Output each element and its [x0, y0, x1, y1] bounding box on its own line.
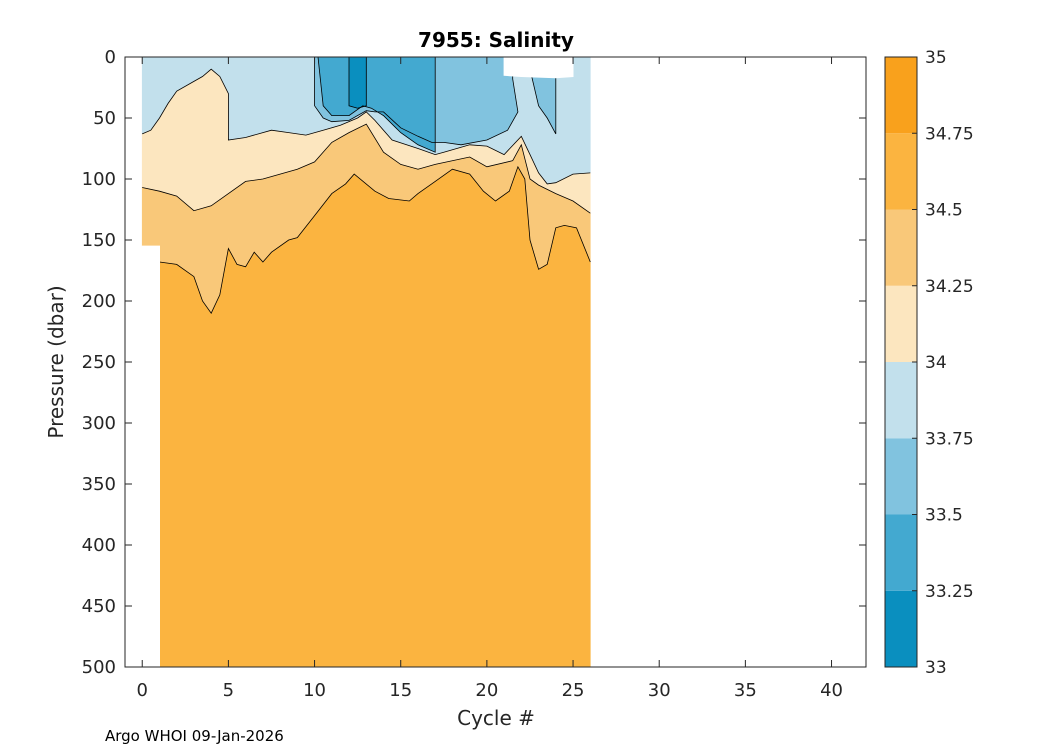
plot-frame	[124, 56, 867, 668]
band-33-33-25-band	[348, 56, 367, 109]
contour-34_5-2	[159, 165, 591, 314]
contour-33_75-3	[314, 57, 519, 146]
colorbar: 33 33.25 33.5 33.75 34 34.25 34.5 34.75 35	[884, 48, 974, 678]
x-tick-label-0: 0	[137, 680, 148, 701]
contour-33_5-4	[317, 56, 436, 153]
salinity-fill-layer	[141, 56, 591, 668]
x-axis: 0 5 10 15 20 25 30 35 40	[137, 57, 843, 701]
x-tick-label-15: 15	[389, 680, 412, 701]
y-tick-label-500: 500	[82, 657, 116, 678]
colorbar-segment-0	[885, 590, 917, 667]
colorbar-label-2: 33.5	[925, 506, 963, 526]
colorbar-label-7: 34.75	[925, 124, 974, 144]
y-tick-label-300: 300	[82, 413, 116, 434]
chart-title: 7955: Salinity	[418, 28, 574, 52]
colorbar-segment-6	[885, 133, 917, 210]
colorbar-label-1: 33.25	[925, 582, 974, 602]
colorbar-label-5: 34.25	[925, 277, 974, 297]
colorbar-label-0: 33	[925, 658, 947, 678]
x-tick-label-20: 20	[475, 680, 498, 701]
y-axis: 0 50 100 150 200 250 300 350 400 450 500	[82, 47, 866, 678]
x-axis-label: Cycle #	[457, 706, 535, 730]
colorbar-label-3: 33.75	[925, 429, 974, 449]
x-tick-label-25: 25	[562, 680, 585, 701]
colorbar-segment-3	[885, 362, 917, 439]
y-tick-label-200: 200	[82, 291, 116, 312]
x-tick-label-5: 5	[223, 680, 234, 701]
contour-33_25-5	[348, 57, 367, 109]
y-tick-label-350: 350	[82, 474, 116, 495]
colorbar-segment-5	[885, 209, 917, 286]
y-tick-label-450: 450	[82, 596, 116, 617]
y-tick-label-100: 100	[82, 169, 116, 190]
colorbar-label-6: 34.5	[925, 201, 963, 221]
footer-credit: Argo WHOI 09-Jan-2026	[105, 727, 284, 745]
y-tick-label-250: 250	[82, 352, 116, 373]
colorbar-segment-4	[885, 285, 917, 362]
y-tick-label-50: 50	[93, 108, 116, 129]
x-tick-label-35: 35	[734, 680, 757, 701]
colorbar-segment-1	[885, 514, 917, 591]
colorbar-label-8: 35	[925, 48, 947, 68]
x-tick-label-30: 30	[648, 680, 671, 701]
contour-34_25-1	[142, 123, 591, 214]
colorbar-label-4: 34	[925, 353, 947, 373]
missing-surface-data	[503, 56, 574, 79]
x-tick-label-40: 40	[820, 680, 843, 701]
colorbar-segment-2	[885, 438, 917, 515]
y-axis-label: Pressure (dbar)	[44, 285, 68, 438]
colorbar-segment-7	[885, 57, 917, 134]
y-tick-label-400: 400	[82, 535, 116, 556]
missing-profile-left	[141, 245, 160, 668]
contour-34-0	[142, 68, 591, 185]
y-tick-label-150: 150	[82, 230, 116, 251]
x-tick-label-10: 10	[303, 680, 326, 701]
y-tick-label-0: 0	[105, 47, 116, 68]
